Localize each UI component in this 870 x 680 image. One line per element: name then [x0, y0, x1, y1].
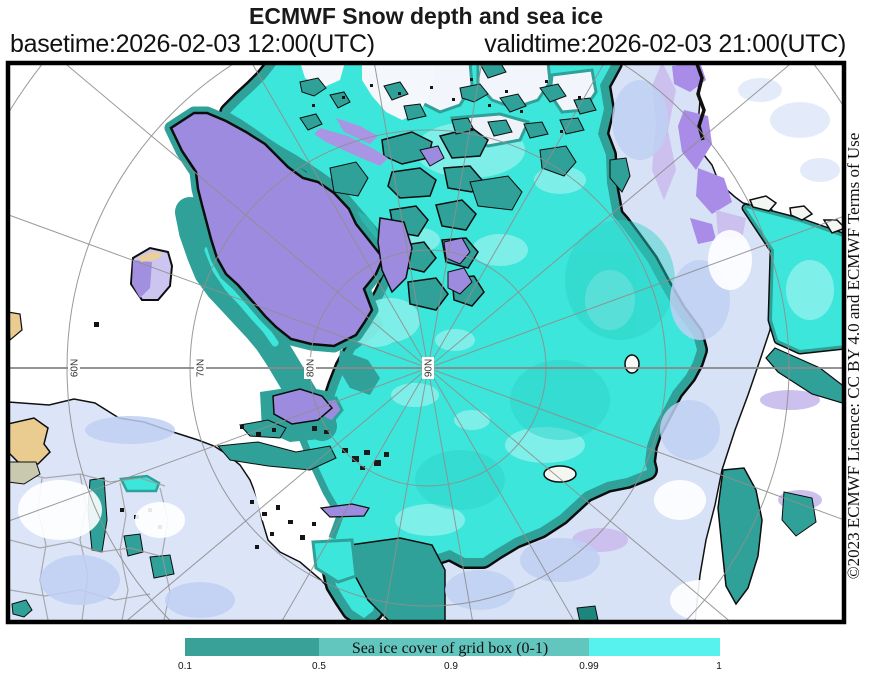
svg-text:80N: 80N: [306, 359, 317, 377]
svg-text:0.99: 0.99: [579, 661, 599, 672]
svg-text:ECMWF Snow depth and sea ice: ECMWF Snow depth and sea ice: [249, 3, 603, 29]
svg-text:Sea ice cover of grid box (0-1: Sea ice cover of grid box (0-1): [352, 640, 548, 657]
svg-text:0.5: 0.5: [312, 661, 326, 672]
svg-text:validtime:2026-02-03 21:00(UTC: validtime:2026-02-03 21:00(UTC): [484, 30, 846, 58]
svg-text:0.9: 0.9: [444, 661, 458, 672]
svg-text:©2023 ECMWF Licence: CC BY 4.0: ©2023 ECMWF Licence: CC BY 4.0 and ECMWF…: [844, 133, 863, 580]
svg-text:basetime:2026-02-03 12:00(UTC): basetime:2026-02-03 12:00(UTC): [10, 30, 375, 58]
svg-text:1: 1: [716, 661, 722, 672]
svg-text:0.1: 0.1: [178, 661, 192, 672]
svg-text:70N: 70N: [196, 359, 207, 377]
svg-text:90N: 90N: [424, 359, 435, 377]
svg-text:60N: 60N: [70, 359, 81, 377]
